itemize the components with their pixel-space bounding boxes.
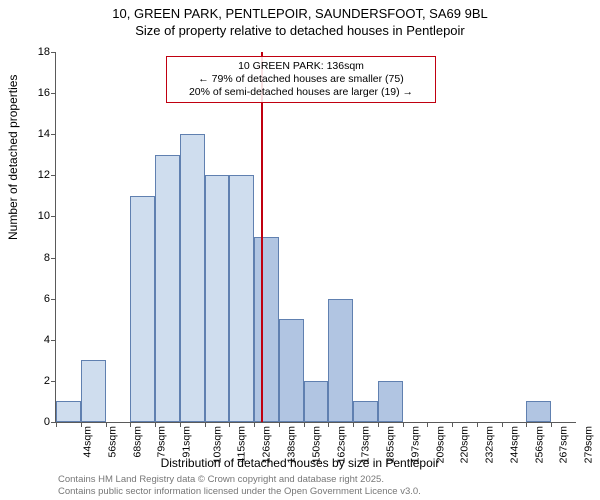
histogram-bar: [279, 319, 304, 422]
x-tick-label: 91sqm: [181, 426, 193, 458]
histogram-bar: [155, 155, 180, 422]
histogram-bar: [526, 401, 551, 422]
footer-attribution: Contains HM Land Registry data © Crown c…: [58, 474, 421, 498]
chart-title: 10, GREEN PARK, PENTLEPOIR, SAUNDERSFOOT…: [0, 0, 600, 40]
plot-area: 02468101214161844sqm56sqm68sqm79sqm91sqm…: [55, 52, 576, 423]
info-line-2: ← 79% of detached houses are smaller (75…: [173, 73, 429, 86]
footer-line-1: Contains HM Land Registry data © Crown c…: [58, 474, 421, 486]
histogram-bar: [205, 175, 230, 422]
title-line-2: Size of property relative to detached ho…: [0, 23, 600, 40]
x-axis-label: Distribution of detached houses by size …: [0, 456, 600, 470]
info-line-3: 20% of semi-detached houses are larger (…: [173, 86, 429, 99]
title-line-1: 10, GREEN PARK, PENTLEPOIR, SAUNDERSFOOT…: [0, 6, 600, 23]
histogram-bar: [328, 299, 353, 422]
footer-line-2: Contains public sector information licen…: [58, 486, 421, 498]
histogram-bar: [81, 360, 106, 422]
x-tick-label: 68sqm: [131, 426, 143, 458]
x-tick-label: 79sqm: [156, 426, 168, 458]
info-line-1: 10 GREEN PARK: 136sqm: [173, 60, 429, 73]
marker-info-box: 10 GREEN PARK: 136sqm ← 79% of detached …: [166, 56, 436, 103]
x-tick-label: 56sqm: [106, 426, 118, 458]
chart-container: 10, GREEN PARK, PENTLEPOIR, SAUNDERSFOOT…: [0, 0, 600, 500]
histogram-bar: [56, 401, 81, 422]
x-tick-label: 44sqm: [82, 426, 94, 458]
histogram-bar: [353, 401, 378, 422]
property-marker-line: [261, 52, 263, 422]
histogram-bar: [378, 381, 403, 422]
histogram-bar: [304, 381, 329, 422]
histogram-bar: [229, 175, 254, 422]
histogram-bar: [130, 196, 155, 422]
histogram-bar: [180, 134, 205, 422]
histogram-bar: [254, 237, 279, 422]
y-axis-label: Number of detached properties: [6, 75, 20, 240]
